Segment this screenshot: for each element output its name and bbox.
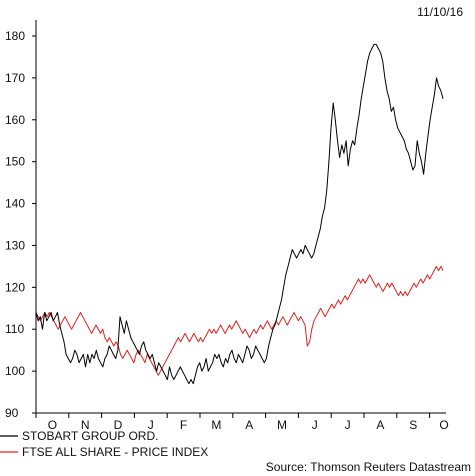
series-line-ftse: [35, 265, 444, 376]
y-tick-label: 160: [5, 113, 25, 127]
x-tick-label: M: [277, 418, 287, 432]
y-tick-label: 120: [5, 280, 25, 294]
x-tick-label: S: [409, 418, 417, 432]
y-tick-label: 110: [5, 322, 24, 336]
legend-label-stobart: STOBART GROUP ORD.: [22, 429, 158, 443]
legend: STOBART GROUP ORD. FTSE ALL SHARE - PRIC…: [0, 429, 208, 459]
y-tick-label: 140: [5, 197, 25, 211]
y-tick-label: 130: [5, 238, 25, 252]
legend-label-ftse: FTSE ALL SHARE - PRICE INDEX: [22, 445, 208, 459]
x-tick-label: J: [148, 418, 154, 432]
x-tick-label: F: [180, 418, 187, 432]
x-tick-label: M: [211, 418, 221, 432]
y-tick-label: 150: [5, 155, 25, 169]
x-tick-label: O: [439, 418, 448, 432]
x-tick-label: D: [114, 418, 123, 432]
source-note: Source: Thomson Reuters Datastream: [266, 460, 471, 474]
x-tick-label: O: [48, 418, 57, 432]
series-line-stobart: [35, 43, 444, 385]
x-tick-label: A: [245, 418, 253, 432]
y-axis-ticks: 90 100 110 120 130 140 150 160 170 180: [5, 29, 36, 420]
date-stamp: 11/10/16: [417, 5, 463, 19]
x-tick-label: J: [312, 418, 318, 432]
x-tick-label: J: [345, 418, 351, 432]
y-tick-label: 90: [5, 406, 19, 420]
series-layer: [35, 43, 444, 385]
y-tick-label: 180: [5, 29, 25, 43]
y-tick-label: 100: [5, 364, 25, 378]
x-tick-label: A: [376, 418, 384, 432]
y-tick-label: 170: [5, 71, 25, 85]
x-tick-label: N: [81, 418, 90, 432]
